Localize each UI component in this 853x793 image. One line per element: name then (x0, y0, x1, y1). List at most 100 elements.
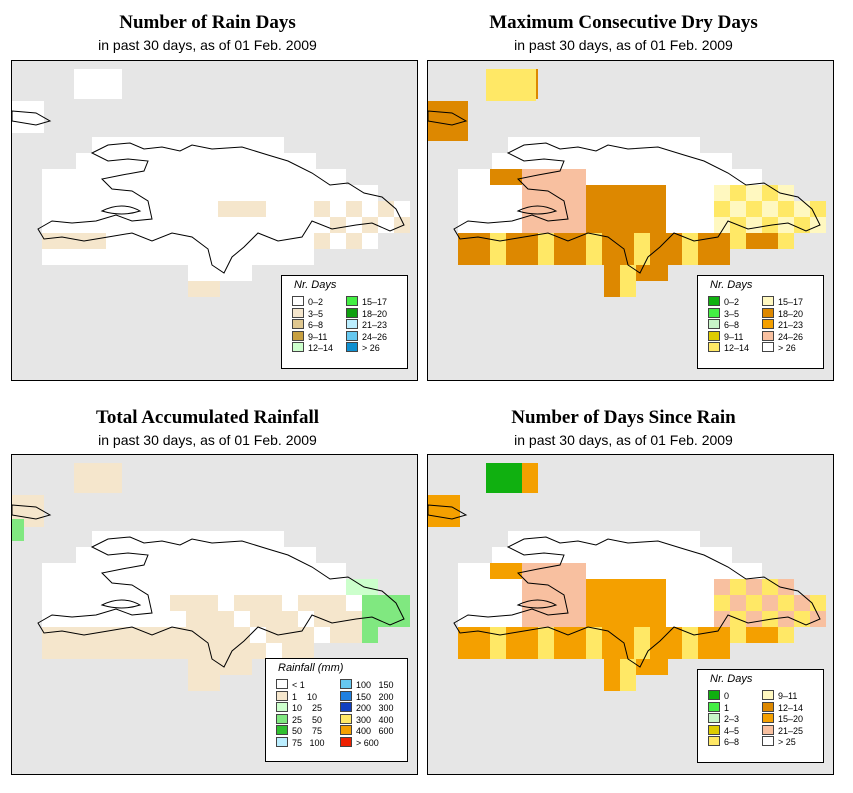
legend-swatch (276, 713, 288, 724)
grid-cell (188, 153, 204, 169)
grid-cell (570, 249, 586, 265)
grid-cell (204, 265, 220, 281)
legend-swatch (340, 725, 352, 735)
grid-cell (188, 675, 204, 691)
grid-cell (666, 643, 682, 659)
grid-cell (266, 611, 282, 627)
panel-subtitle: in past 30 days, as of 01 Feb. 2009 (98, 432, 317, 448)
grid-cell (620, 531, 636, 547)
legend-swatch (762, 342, 774, 352)
grid-cell (90, 611, 106, 627)
grid-cell (138, 169, 154, 185)
grid-cell (810, 217, 826, 233)
grid-cell (586, 169, 602, 185)
grid-cell (282, 217, 298, 233)
grid-cell (170, 169, 186, 185)
grid-cell (204, 547, 220, 563)
grid-cell (346, 595, 362, 611)
grid-cell (746, 201, 762, 217)
grid-cell (122, 563, 138, 579)
grid-cell (668, 547, 684, 563)
grid-cell (714, 643, 730, 659)
grid-cell (490, 643, 506, 659)
grid-cell (652, 265, 668, 281)
grid-cell (250, 169, 266, 185)
grid-cell (714, 563, 730, 579)
grid-cell (124, 547, 140, 563)
grid-cell (666, 579, 682, 595)
grid-cell (634, 217, 650, 233)
grid-cell (170, 249, 186, 265)
grid-cell (554, 563, 570, 579)
coastline-cuba (12, 110, 52, 126)
grid-cell (698, 249, 714, 265)
grid-cell (58, 249, 74, 265)
grid-cell (106, 643, 122, 659)
grid-cell (90, 563, 106, 579)
grid-cell (538, 563, 554, 579)
grid-cell (602, 201, 618, 217)
legend-swatch (346, 307, 358, 318)
grid-cell (266, 627, 282, 643)
grid-cell (490, 217, 506, 233)
grid-cell (314, 627, 330, 643)
grid-cell (428, 503, 444, 519)
grid-cell (252, 531, 268, 547)
grid-cell (138, 217, 154, 233)
grid-cell (346, 579, 362, 595)
grid-cell (202, 169, 218, 185)
grid-cell (618, 233, 634, 249)
grid-cell (588, 547, 604, 563)
legend-label: 50 75 (292, 726, 323, 736)
legend-label: 4–5 (724, 725, 740, 736)
grid-cell (762, 579, 778, 595)
grid-cell (794, 201, 810, 217)
grid-cell (314, 563, 330, 579)
grid-cell (220, 531, 236, 547)
grid-cell (698, 233, 714, 249)
legend-label: 75 100 (292, 737, 325, 748)
legend-label: 0 (724, 691, 730, 701)
grid-cell (170, 563, 186, 579)
grid-cell (714, 169, 730, 185)
grid-cell (474, 249, 490, 265)
coastline (453, 536, 821, 668)
grid-cell (202, 595, 218, 611)
grid-cell (634, 627, 650, 643)
grid-cell (218, 563, 234, 579)
grid-cell (492, 547, 508, 563)
grid-cell (90, 185, 106, 201)
grid-cell (58, 643, 74, 659)
grid-cell (778, 201, 794, 217)
grid-cell (474, 595, 490, 611)
grid-cell (218, 185, 234, 201)
grid-cell (604, 281, 620, 297)
grid-cell (108, 137, 124, 153)
legend: Nr. Days 0–2 3–5 6–8 9–11 12–14 15–17 18–20 21–… (697, 275, 824, 369)
legend-swatch (708, 330, 720, 341)
grid-cell (12, 109, 28, 125)
grid-cell (714, 249, 730, 265)
legend-label: 150 200 (356, 691, 394, 702)
grid-cell (508, 531, 524, 547)
grid-cell (154, 611, 170, 627)
legend-label: 1 (724, 702, 730, 713)
grid-cell (714, 201, 730, 217)
grid-cell (698, 201, 714, 217)
grid-cell (236, 531, 252, 547)
grid-cell (604, 675, 620, 691)
grid-cell (138, 595, 154, 611)
grid-cell (362, 233, 378, 249)
legend-label: 6–8 (724, 737, 740, 747)
grid-cell (650, 643, 666, 659)
grid-cell (298, 233, 314, 249)
grid-cell (74, 217, 90, 233)
grid-cell (492, 153, 508, 169)
grid-cell (522, 185, 538, 201)
grid-cell (314, 595, 330, 611)
grid-cell (650, 233, 666, 249)
grid-cell (74, 463, 122, 493)
grid-cell (508, 153, 524, 169)
grid-cell (698, 627, 714, 643)
grid-cell (730, 595, 746, 611)
